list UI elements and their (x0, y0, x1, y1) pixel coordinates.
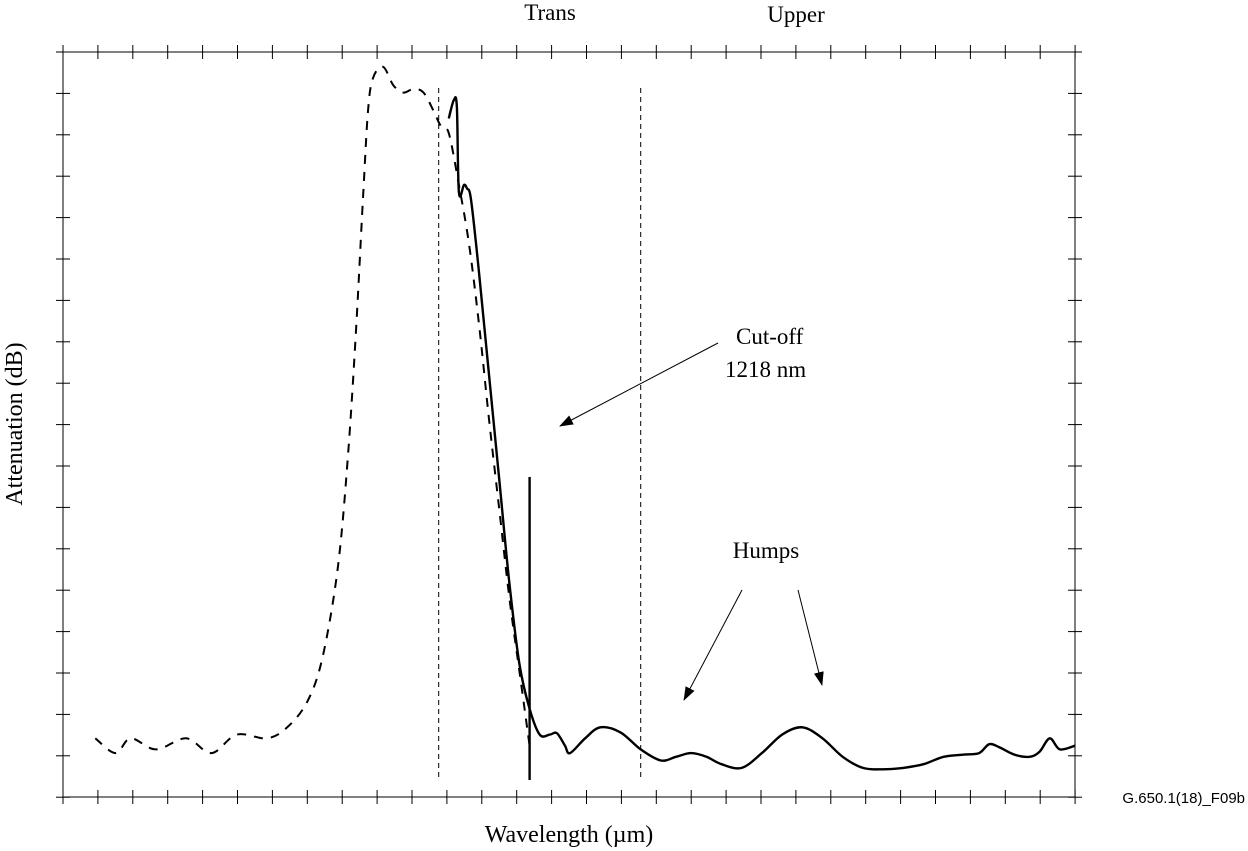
figure-id: G.650.1(18)_F09b (1122, 790, 1245, 807)
plot-frame (62, 51, 1076, 798)
annotation-humps: Humps (733, 538, 800, 563)
annotation-arrow (683, 589, 743, 701)
region-label-trans: Trans (524, 0, 576, 25)
region-label-upper: Upper (767, 2, 825, 27)
region-boundaries (438, 88, 642, 780)
annotation-cutoff: Cut-off (736, 324, 804, 349)
axis-ticks (56, 45, 1082, 804)
x-axis-label: Wavelength (µm) (485, 822, 654, 848)
series-line-solid (447, 96, 1076, 771)
annotation-arrows (559, 342, 824, 701)
data-series (94, 65, 1076, 780)
annotation-arrow (559, 342, 719, 427)
y-axis-label: Attenuation (dB) (2, 342, 28, 505)
annotation-arrow (797, 589, 824, 686)
annotation-cutoff-value: 1218 nm (725, 357, 806, 382)
series-line-dashed (94, 65, 531, 755)
